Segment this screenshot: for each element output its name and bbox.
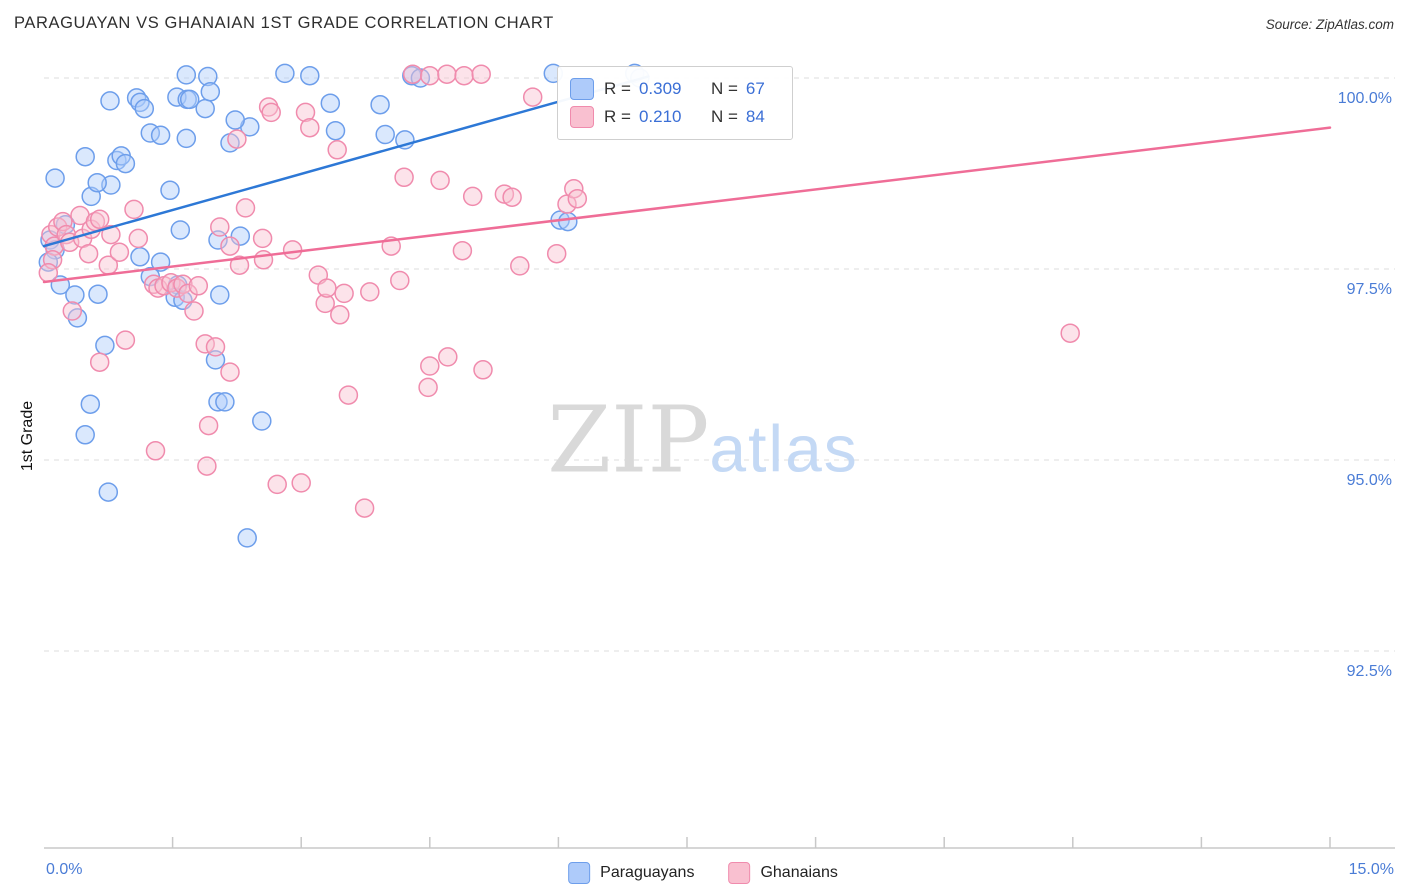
bottom-legend: Paraguayans Ghanaians bbox=[568, 862, 838, 884]
legend-item-ghanaians: Ghanaians bbox=[728, 862, 838, 884]
legend-item-paraguayans: Paraguayans bbox=[568, 862, 694, 884]
ghanaians-swatch-icon bbox=[570, 106, 594, 128]
svg-text:100.0%: 100.0% bbox=[1338, 90, 1392, 107]
stats-row-ghanaians: R = 0.210 N = 84 bbox=[570, 104, 776, 130]
x-axis-min-label: 0.0% bbox=[46, 861, 83, 878]
n-label: N = bbox=[710, 107, 738, 126]
r-label: R = bbox=[604, 107, 631, 126]
r-value: 0.210 bbox=[638, 107, 682, 126]
x-axis-max-label: 15.0% bbox=[1348, 861, 1394, 878]
r-label: R = bbox=[604, 79, 631, 98]
n-label: N = bbox=[710, 79, 738, 98]
y-axis-title: 1st Grade bbox=[19, 400, 36, 472]
svg-text:92.5%: 92.5% bbox=[1347, 663, 1392, 680]
source-label: Source: ZipAtlas.com bbox=[1265, 17, 1394, 32]
legend-item-label: Paraguayans bbox=[600, 864, 695, 881]
n-value: 67 bbox=[745, 79, 765, 98]
stats-legend: R = 0.309 N = 67 R = 0.210 N = 84 bbox=[557, 66, 793, 140]
ghanaians-legend-swatch-icon bbox=[728, 862, 751, 884]
svg-text:97.5%: 97.5% bbox=[1347, 281, 1392, 298]
paraguayans-legend-swatch-icon bbox=[568, 862, 591, 884]
svg-text:95.0%: 95.0% bbox=[1347, 472, 1392, 489]
page-title: PARAGUAYAN VS GHANAIAN 1ST GRADE CORRELA… bbox=[14, 14, 554, 32]
r-value: 0.309 bbox=[638, 79, 682, 98]
legend-item-label: Ghanaians bbox=[760, 864, 838, 881]
n-value: 84 bbox=[745, 107, 765, 126]
paraguayans-swatch-icon bbox=[570, 78, 594, 100]
stats-row-paraguayans: R = 0.309 N = 67 bbox=[570, 76, 776, 102]
